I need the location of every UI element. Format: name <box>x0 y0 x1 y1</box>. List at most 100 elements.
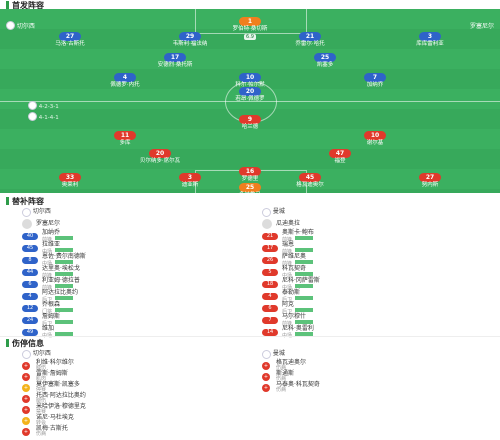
away-player[interactable]: 20 贝尔纳多·席尔瓦 <box>125 149 195 165</box>
home-player[interactable]: 4 佩德罗·内托 <box>90 73 160 89</box>
chelsea-badge-icon <box>6 21 15 30</box>
home-player[interactable]: 7 加纳乔 <box>340 73 410 89</box>
player-name: 多库 <box>119 140 131 146</box>
away-formation-text: 4-1-4-1 <box>38 115 59 121</box>
injury-row[interactable]: + 米哈伊洛·穆德里克 禁赛 <box>22 404 260 415</box>
away-manager-name: 瓜迪奥拉 <box>276 220 301 227</box>
injury-row[interactable]: + 马泰奥·科瓦契奇 伤病 <box>262 382 500 393</box>
injury-row[interactable]: + 凯梅·古斯托 伤病 <box>22 426 260 437</box>
rating-bar <box>295 307 314 312</box>
injury-row[interactable]: + 托西·阿达拉比奥约 腿伤 <box>22 393 260 404</box>
away-player[interactable]: 11 多库 <box>90 131 160 147</box>
sub-name: 奥斯卡·鲍布 <box>282 228 314 236</box>
injury-row[interactable]: + 诺尼·马杜埃克 转会 <box>22 415 260 426</box>
home-player[interactable]: 21 乔雷尔·哈托 <box>275 32 345 48</box>
injury-row[interactable]: + 莫伊塞斯·凯塞多 停赛 <box>22 382 260 393</box>
home-player[interactable]: 29 韦斯利·福法纳 <box>155 32 225 48</box>
away-player[interactable]: 9 哈兰德 <box>215 115 285 131</box>
away-player[interactable]: 27 努内斯 <box>395 173 465 189</box>
away-coach-row: 曼城 <box>262 206 500 218</box>
sub-row[interactable]: 7 马尔穆什 前锋 <box>262 312 500 326</box>
sub-position: 中场 <box>42 247 74 255</box>
home-formation-text: 4-2-3-1 <box>38 104 59 110</box>
player-number: 7 <box>364 73 386 82</box>
player-number: 27 <box>59 32 81 41</box>
sub-row[interactable]: 5 科瓦契奇 中场 <box>262 265 500 278</box>
sub-row[interactable]: 21 奥斯卡·鲍布 前锋 <box>262 228 500 242</box>
away-player[interactable]: 45 格瓦迪奥尔 <box>275 173 345 189</box>
player-name: 贝尔纳多·席尔瓦 <box>139 158 181 164</box>
injury-row[interactable]: + 雷斯·詹姆斯 肌肉 <box>22 371 260 382</box>
away-player[interactable]: 10 谢尔基 <box>340 131 410 147</box>
rating-bar <box>55 319 74 324</box>
away-player[interactable]: 33 奥莱利 <box>35 173 105 189</box>
sub-position: 门将 <box>42 307 74 315</box>
sub-row[interactable]: 17 瑞恩 前锋 <box>262 241 500 254</box>
player-name: 乔雷尔·哈托 <box>295 41 325 47</box>
injury-row[interactable]: + 利维·科尔维尔 膝伤 <box>22 360 260 371</box>
sub-name: 萨维尼奥 <box>282 252 307 260</box>
injured-player-name: 马泰奥·科瓦契奇 <box>276 381 320 388</box>
home-formation: 4-2-3-1 <box>28 101 59 110</box>
home-coach-row: 切尔西 <box>22 206 260 218</box>
injury-icon: + <box>22 394 30 403</box>
sub-row[interactable]: 14 尼科·奥雷利中场 <box>262 325 500 338</box>
home-player[interactable]: 10 科尔·帕尔默 <box>215 73 285 89</box>
home-player[interactable]: 25 凯塞多 <box>290 53 360 69</box>
home-player[interactable]: 20 若昂·佩德罗 <box>215 87 285 103</box>
player-number: 33 <box>59 173 81 182</box>
pitch: 切尔西 罗塞尼尔 4-2-3-1 4-1-4-1 1 罗伯特·桑切斯 6.9 27 马洛… <box>0 9 500 193</box>
home-manager-name: 罗塞尼尔 <box>36 220 61 227</box>
away-player[interactable]: 25多纳鲁马 <box>215 183 285 193</box>
away-subs-column: 曼城 瓜迪奥拉 21 奥斯卡·鲍布 前锋 17 瑞恩 前锋 26 萨维尼奥 前锋 5 科瓦契奇 中场 1… <box>262 206 500 338</box>
home-player[interactable]: 27 马洛·古斯托 <box>35 32 105 48</box>
player-number: 45 <box>299 173 321 182</box>
sub-row[interactable]: 8 恩佐·费尔南德斯 中场 <box>22 252 260 266</box>
rating-bar <box>295 331 314 336</box>
top-penalty-box <box>195 9 307 34</box>
sub-row[interactable]: 49 维加中场 <box>22 325 260 338</box>
player-number: 3 <box>419 32 441 41</box>
home-subs-column: 切尔西 罗塞尼尔 40 加纳乔 前锋 45 拉维亚 中场 8 恩佐·费尔南德斯 中场 44 达里奥·… <box>22 206 260 338</box>
sub-row[interactable]: 24 詹姆斯 后卫 <box>22 312 260 327</box>
sub-row[interactable]: 26 萨维尼奥 前锋 <box>262 252 500 266</box>
home-player[interactable]: 3 库库雷利亚 <box>395 32 465 48</box>
injury-icon: + <box>22 361 30 370</box>
home-player[interactable]: 1 罗伯特·桑切斯 6.9 <box>215 17 285 40</box>
sub-name: 恩佐·费尔南德斯 <box>42 252 86 260</box>
away-player[interactable]: 3 迪亚斯 <box>155 173 225 189</box>
sub-position: 后卫 <box>42 319 74 327</box>
away-team-icon <box>262 349 271 359</box>
sub-number: 26 <box>262 256 278 264</box>
away-injury-team-name: 曼城 <box>272 350 285 357</box>
sub-row[interactable]: 6 利亚姆·德拉普 前锋 <box>22 277 260 290</box>
injury-row[interactable]: + 斯通斯 伤病 <box>262 371 500 382</box>
sub-name: 乔根森 <box>42 300 61 308</box>
sub-row[interactable]: 6 阿克 后卫 <box>262 301 500 314</box>
sub-row[interactable]: 12 乔根森 门将 <box>22 300 260 315</box>
player-name: 凯塞多 <box>316 62 334 68</box>
rating-bar <box>55 235 74 240</box>
sub-row[interactable]: 4 阿达拉比奥约 后卫 <box>22 289 260 302</box>
injury-row[interactable]: + 格瓦迪奥尔 伤病 <box>262 360 500 371</box>
sub-row[interactable]: 45 拉维亚 中场 <box>22 241 260 255</box>
sub-number: 24 <box>22 316 38 324</box>
sub-row[interactable]: 44 达里奥·埃松戈 前锋 <box>22 265 260 278</box>
rating-bar <box>295 295 314 300</box>
player-number: 29 <box>179 32 201 41</box>
home-team-icon <box>22 207 31 217</box>
away-injury-team: 曼城 <box>262 348 500 360</box>
sub-name: 马尔穆什 <box>282 312 307 320</box>
player-number: 11 <box>114 131 136 140</box>
sub-row[interactable]: 4 泰勒斯 后卫 <box>262 289 500 302</box>
away-formation: 4-1-4-1 <box>28 112 59 121</box>
sub-row[interactable]: 40 加纳乔 前锋 <box>22 229 260 242</box>
home-player[interactable]: 17 安德烈·桑托斯 <box>140 53 210 69</box>
rating-bar <box>55 247 74 252</box>
home-subs-team: 切尔西 <box>32 208 51 215</box>
subs-title: 替补阵容 <box>6 196 44 207</box>
sub-name: 詹姆斯 <box>42 312 61 320</box>
away-player[interactable]: 47 福登 <box>305 149 375 165</box>
away-player[interactable]: 16 罗德里 <box>215 167 285 183</box>
sub-row[interactable]: 18 尼科·冈萨雷斯 中场 <box>262 277 500 290</box>
